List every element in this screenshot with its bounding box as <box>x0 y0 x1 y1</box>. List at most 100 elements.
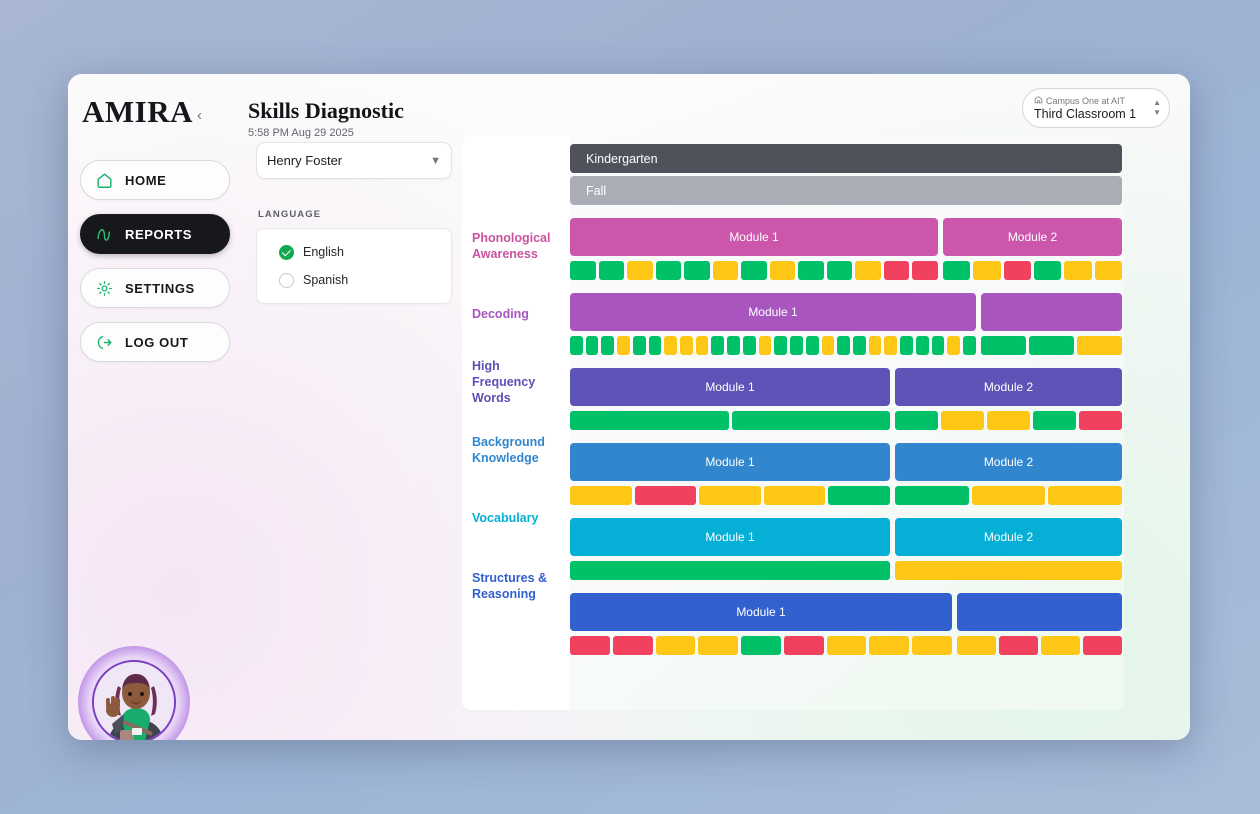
sidebar-item-home[interactable]: HOME <box>80 160 230 200</box>
skill-cell[interactable] <box>655 636 696 655</box>
skill-cell[interactable] <box>855 261 881 280</box>
skill-cell[interactable] <box>1003 261 1031 280</box>
skill-cell[interactable] <box>868 336 882 355</box>
sidebar-item-logout[interactable]: LOG OUT <box>80 322 230 362</box>
module-bar[interactable]: Module 1 <box>570 443 890 481</box>
skill-cell[interactable] <box>941 411 984 430</box>
skill-cell[interactable] <box>1033 411 1076 430</box>
skill-cell[interactable] <box>883 261 910 280</box>
skill-cell[interactable] <box>852 336 866 355</box>
skill-cell[interactable] <box>1083 636 1122 655</box>
skill-cell[interactable] <box>570 336 583 355</box>
skill-cell[interactable] <box>947 336 960 355</box>
skill-cell[interactable] <box>741 636 781 655</box>
skill-cell[interactable] <box>1077 336 1122 355</box>
skill-cell[interactable] <box>570 636 610 655</box>
skill-cell[interactable] <box>869 636 910 655</box>
skill-cell[interactable] <box>971 486 1046 505</box>
skill-cell[interactable] <box>711 336 725 355</box>
student-select[interactable]: Henry Foster ▼ <box>256 142 452 179</box>
skill-cell[interactable] <box>741 261 767 280</box>
skill-cell[interactable] <box>900 336 913 355</box>
skill-cell[interactable] <box>973 261 1001 280</box>
avatar[interactable] <box>78 646 190 740</box>
skill-cell[interactable] <box>821 336 835 355</box>
skill-cell[interactable] <box>598 261 625 280</box>
skill-cell[interactable] <box>1029 336 1074 355</box>
skill-cell[interactable] <box>731 411 890 430</box>
skill-cell[interactable] <box>712 261 739 280</box>
skill-cell[interactable] <box>634 486 697 505</box>
skill-cell[interactable] <box>962 336 976 355</box>
module-bar[interactable]: Module 2 <box>895 368 1122 406</box>
module-bar[interactable]: Module 1 <box>570 293 976 331</box>
skill-cell[interactable] <box>695 336 709 355</box>
skill-cell[interactable] <box>826 261 853 280</box>
skill-cell[interactable] <box>632 336 646 355</box>
module-bar[interactable]: Module 1 <box>570 368 890 406</box>
up-down-chevrons-icon[interactable]: ▲ ▼ <box>1153 99 1161 117</box>
skill-cell[interactable] <box>727 336 740 355</box>
skill-cell[interactable] <box>957 636 996 655</box>
skill-cell[interactable] <box>763 486 826 505</box>
skill-cell[interactable] <box>585 336 599 355</box>
skill-cell[interactable] <box>884 336 898 355</box>
skill-cell[interactable] <box>758 336 772 355</box>
language-option-english[interactable]: English <box>279 240 451 264</box>
skill-cell[interactable] <box>774 336 788 355</box>
skill-cell[interactable] <box>828 486 890 505</box>
module-bar[interactable]: Module 2 <box>895 518 1122 556</box>
skill-cell[interactable] <box>790 336 803 355</box>
skills-grid[interactable]: Kindergarten Fall Module 1 Module 2 Module… <box>570 136 1124 710</box>
module-bar[interactable]: Module 1 <box>570 218 938 256</box>
skill-cell[interactable] <box>798 261 824 280</box>
language-option-spanish[interactable]: Spanish <box>279 268 451 292</box>
sidebar-item-settings[interactable]: SETTINGS <box>80 268 230 308</box>
skill-cell[interactable] <box>742 336 756 355</box>
sidebar-item-reports[interactable]: REPORTS <box>80 214 230 254</box>
skill-cell[interactable] <box>912 261 938 280</box>
module-bar[interactable] <box>981 293 1122 331</box>
skill-cell[interactable] <box>601 336 615 355</box>
module-bar[interactable]: Module 2 <box>943 218 1122 256</box>
skill-cell[interactable] <box>999 636 1038 655</box>
skill-cell[interactable] <box>1094 261 1122 280</box>
skill-cell[interactable] <box>931 336 945 355</box>
skill-cell[interactable] <box>1079 411 1122 430</box>
skill-cell[interactable] <box>684 261 710 280</box>
skill-cell[interactable] <box>648 336 662 355</box>
classroom-selector[interactable]: Campus One at AIT Third Classroom 1 ▲ ▼ <box>1022 88 1170 128</box>
module-bar[interactable]: Module 1 <box>570 518 890 556</box>
skill-cell[interactable] <box>943 261 971 280</box>
skill-cell[interactable] <box>895 411 938 430</box>
skill-cell[interactable] <box>664 336 678 355</box>
skill-cell[interactable] <box>680 336 693 355</box>
skill-cell[interactable] <box>769 261 796 280</box>
skill-cell[interactable] <box>655 261 682 280</box>
skill-cell[interactable] <box>837 336 850 355</box>
skill-cell[interactable] <box>570 411 729 430</box>
module-bar[interactable]: Module 2 <box>895 443 1122 481</box>
skill-cell[interactable] <box>895 486 969 505</box>
skill-cell[interactable] <box>612 636 653 655</box>
skill-cell[interactable] <box>783 636 824 655</box>
skill-cell[interactable] <box>981 336 1026 355</box>
skill-cell[interactable] <box>570 561 890 580</box>
skill-cell[interactable] <box>570 486 632 505</box>
skill-cell[interactable] <box>627 261 653 280</box>
skill-cell[interactable] <box>912 636 952 655</box>
chevron-left-icon[interactable]: ‹ <box>197 107 202 124</box>
skill-cell[interactable] <box>805 336 819 355</box>
skill-cell[interactable] <box>826 636 867 655</box>
module-bar[interactable] <box>957 593 1122 631</box>
skill-cell[interactable] <box>1064 261 1092 280</box>
skill-cell[interactable] <box>895 561 1122 580</box>
skill-cell[interactable] <box>570 261 596 280</box>
skill-cell[interactable] <box>987 411 1030 430</box>
skill-cell[interactable] <box>1033 261 1062 280</box>
skill-cell[interactable] <box>1041 636 1080 655</box>
skill-cell[interactable] <box>1048 486 1122 505</box>
skill-cell[interactable] <box>699 486 761 505</box>
module-bar[interactable]: Module 1 <box>570 593 952 631</box>
skill-cell[interactable] <box>617 336 630 355</box>
